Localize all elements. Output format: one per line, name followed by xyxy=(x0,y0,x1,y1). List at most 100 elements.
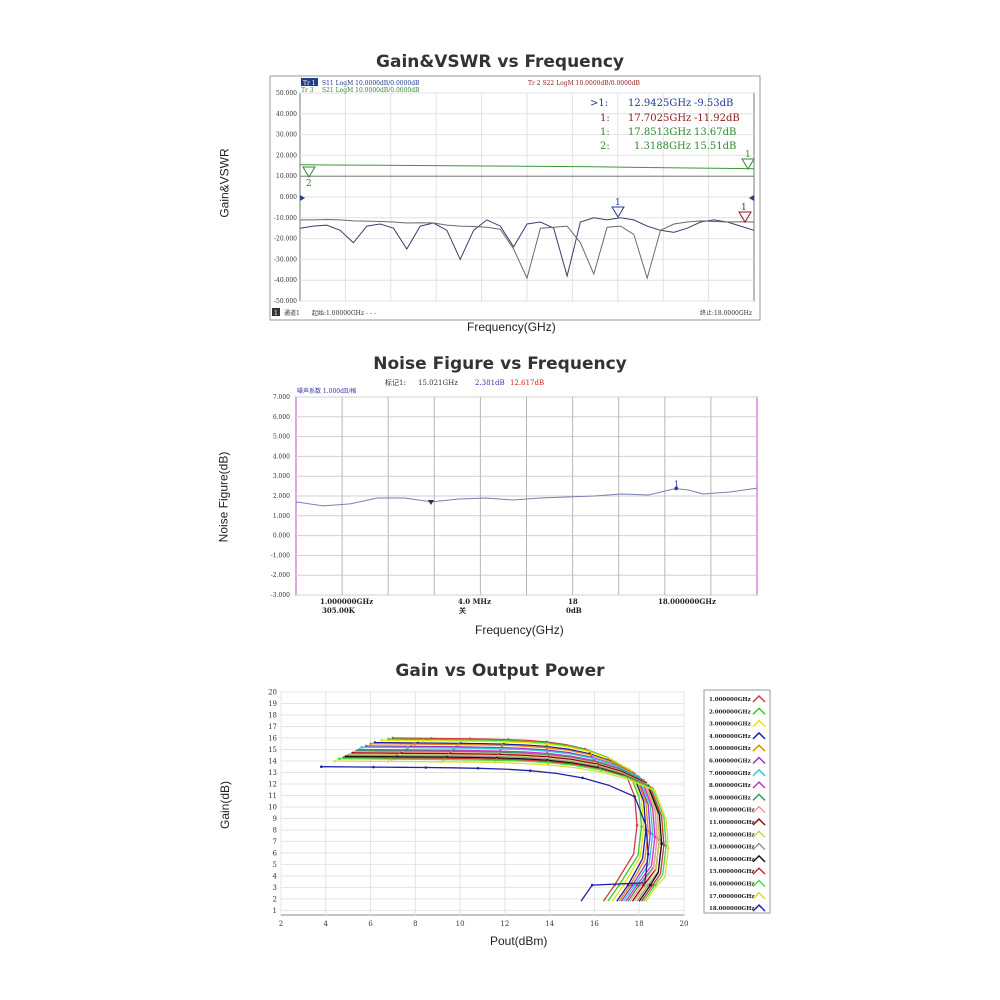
reference-arrow-right xyxy=(749,195,754,201)
legend-swatch xyxy=(752,793,766,801)
series-point xyxy=(546,763,550,767)
noise-bandwidth: 305.00K xyxy=(322,606,356,615)
legend-label: 1.000000GHz xyxy=(709,697,751,703)
marker-value: 15.51dB xyxy=(694,141,736,152)
series-point xyxy=(655,883,659,887)
y-tick-label: 10 xyxy=(268,803,277,811)
series-point xyxy=(653,789,657,793)
legend-label: 9.000000GHz xyxy=(709,795,751,801)
legend-label: 2.000000GHz xyxy=(709,709,751,715)
legend-label: 18.000000GHz xyxy=(709,906,755,912)
start-frequency: 起始:1.00000GHz - - - xyxy=(312,309,376,317)
y-tick-label: 10.000 xyxy=(276,173,297,180)
y-tick-label: 20.000 xyxy=(276,152,297,159)
marker-freq: 1.3188GHz xyxy=(634,141,691,152)
legend-swatch xyxy=(752,768,766,777)
noise-stop-freq: 18.000000GHz xyxy=(658,597,716,606)
series-point xyxy=(499,747,502,751)
series-point xyxy=(440,760,443,764)
legend-item: 5.000000GHz xyxy=(709,744,766,752)
series-line-s21 xyxy=(299,164,755,170)
marker-value: 13.67dB xyxy=(694,127,736,138)
series-point xyxy=(452,746,456,750)
series-line xyxy=(334,760,669,902)
legend-item: 18.000000GHz xyxy=(709,904,766,912)
series-point xyxy=(635,883,639,887)
y-tick-label: 4 xyxy=(273,872,278,880)
noise-marker-tag: 1 xyxy=(674,480,679,489)
legend-item: 7.000000GHz xyxy=(709,768,766,777)
legend-label: 3.000000GHz xyxy=(709,722,751,728)
x-tick-label: 10 xyxy=(456,920,465,928)
reference-arrow-left xyxy=(300,195,305,201)
y-tick-label: 40.000 xyxy=(276,111,297,118)
series-point xyxy=(494,759,498,762)
y-tick-label: 6.000 xyxy=(273,414,290,421)
series-point xyxy=(651,833,654,836)
y-tick-label: 1 xyxy=(273,907,277,915)
series-line xyxy=(345,755,663,902)
series-line xyxy=(359,748,656,902)
series-point xyxy=(493,761,497,764)
y-tick-label: 7 xyxy=(273,838,277,846)
series-line-s11 xyxy=(299,217,755,278)
y-tick-label: 18 xyxy=(268,711,277,719)
series-point xyxy=(380,739,384,742)
noise-title: Noise Figure vs Frequency xyxy=(373,354,627,374)
legend-item: 13.000000GHz xyxy=(709,842,766,851)
legend-item: 6.000000GHz xyxy=(709,756,766,765)
series-point xyxy=(646,852,650,856)
series-point xyxy=(633,795,636,798)
legend-swatch xyxy=(752,731,766,740)
legend-label: 13.000000GHz xyxy=(709,845,755,851)
series-point xyxy=(660,842,663,845)
legend-swatch xyxy=(752,854,766,863)
legend-swatch xyxy=(752,842,766,851)
x-tick-label: 2 xyxy=(279,920,283,928)
series-point xyxy=(664,844,668,848)
series-point xyxy=(642,883,645,887)
legend-swatch xyxy=(752,694,766,703)
marker-label: 1: xyxy=(600,127,610,138)
series-point xyxy=(581,776,584,780)
series-point xyxy=(640,825,643,828)
series-point xyxy=(413,742,416,746)
noise-marker-nf: 2.381dB xyxy=(475,379,505,387)
marker-triangle xyxy=(302,166,316,178)
series-point xyxy=(591,757,595,760)
noise-xlabel: Frequency(GHz) xyxy=(475,623,564,637)
legend-item: 1.000000GHz xyxy=(709,694,766,703)
series-point xyxy=(369,742,372,745)
noise-scale: 噪声系数 1.000dB/格 xyxy=(297,387,356,395)
series-point xyxy=(651,883,654,887)
legend-swatch xyxy=(752,891,766,900)
noise-marker-freq: 15.021GHz xyxy=(418,379,458,387)
y-tick-label: 0.000 xyxy=(280,194,297,201)
legend-label: 10.000000GHz xyxy=(709,808,755,814)
legend-item: 2.000000GHz xyxy=(709,707,766,715)
y-tick-label: 3.000 xyxy=(273,473,290,480)
y-tick-label: 13 xyxy=(268,769,277,777)
series-point xyxy=(421,739,425,742)
series-point xyxy=(333,759,337,763)
marker-readout: >1: 12.9425GHz -9.53dB 1: 17.7025GHz -11… xyxy=(590,98,740,152)
legend-swatch xyxy=(752,719,766,728)
series-point xyxy=(640,883,643,887)
marker-freq: 17.8513GHz xyxy=(628,127,691,138)
series-line xyxy=(321,766,649,902)
y-tick-label: 0.000 xyxy=(273,533,290,540)
legend-swatch xyxy=(752,879,766,888)
legend-item: 14.000000GHz xyxy=(709,854,766,863)
x-tick-label: 14 xyxy=(545,920,554,928)
series-point xyxy=(386,760,390,763)
series-point xyxy=(587,750,591,753)
series-point xyxy=(655,837,659,841)
series-point xyxy=(642,826,645,829)
legend-label: 6.000000GHz xyxy=(709,759,751,765)
legend-label: 12.000000GHz xyxy=(709,832,755,838)
series-line xyxy=(392,737,638,902)
legend-label: 15.000000GHz xyxy=(709,869,755,875)
legend-label: 7.000000GHz xyxy=(709,771,751,777)
